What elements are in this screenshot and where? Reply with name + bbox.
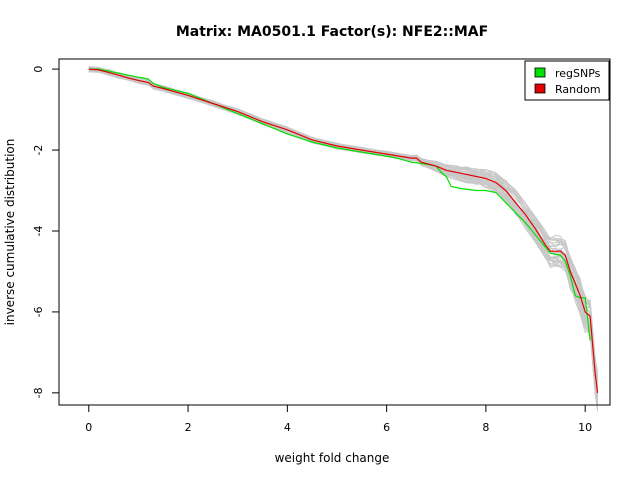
x-axis-label: weight fold change [275,451,390,465]
background-sample-line [88,70,599,403]
background-sample-line [88,68,599,395]
background-sample-line [88,68,599,393]
x-tick-label: 6 [383,421,390,434]
background-sample-line [88,71,599,411]
background-sample-line [88,66,599,383]
legend-label-regsnps: regSNPs [555,67,601,80]
legend-label-random: Random [555,83,601,96]
background-sample-line [88,69,599,397]
background-sample-line [88,69,599,405]
background-sample-line [88,70,599,403]
background-sample-line [88,70,599,403]
background-sample-line [88,69,599,400]
background-sample-line [88,69,599,402]
background-sample-line [88,67,599,383]
background-sample-line [88,67,599,388]
y-axis: 0 -2 -4 -6 -8 [32,66,60,398]
series-lines [88,68,599,393]
background-sample-line [88,66,599,379]
legend-swatch-random [534,83,546,94]
y-axis-label: inverse cumulative distribution [3,139,17,326]
background-sample-line [88,68,599,396]
background-sample-line [88,71,599,409]
y-tick-label: -2 [32,145,45,156]
background-sample-line [88,69,599,398]
background-sample-line [88,70,599,412]
background-sample-line [88,70,599,401]
background-sample-line [88,69,599,404]
x-tick-label: 4 [284,421,291,434]
background-sample-line [88,68,599,389]
background-sample-line [88,68,599,390]
background-sample-line [88,68,599,394]
background-sample-line [88,69,599,403]
x-tick-label: 10 [578,421,592,434]
background-sample-line [88,69,599,394]
background-sample-lines [88,66,599,412]
legend-swatch-regsnps [534,67,546,78]
background-sample-line [88,69,599,397]
background-sample-line [88,66,599,382]
x-tick-label: 8 [482,421,489,434]
background-sample-line [88,67,599,381]
legend: regSNPs Random [524,60,610,101]
y-tick-label: -6 [32,306,45,317]
background-sample-line [88,66,599,384]
y-tick-label: 0 [32,66,45,73]
background-sample-line [88,67,599,391]
background-sample-line [88,70,599,397]
legend-box [524,60,610,101]
series-line-regsnps [88,68,591,341]
background-sample-line [88,70,599,396]
background-sample-line [88,69,599,402]
x-tick-label: 2 [185,421,192,434]
x-tick-label: 0 [85,421,92,434]
background-sample-line [88,70,599,401]
x-axis: 0 2 4 6 8 10 [85,404,592,434]
y-tick-label: -4 [32,226,45,237]
background-sample-line [88,71,599,409]
background-sample-line [88,68,599,396]
chart-title: Matrix: MA0501.1 Factor(s): NFE2::MAF [176,24,488,40]
y-tick-label: -8 [32,387,45,398]
series-line-random [88,68,599,393]
